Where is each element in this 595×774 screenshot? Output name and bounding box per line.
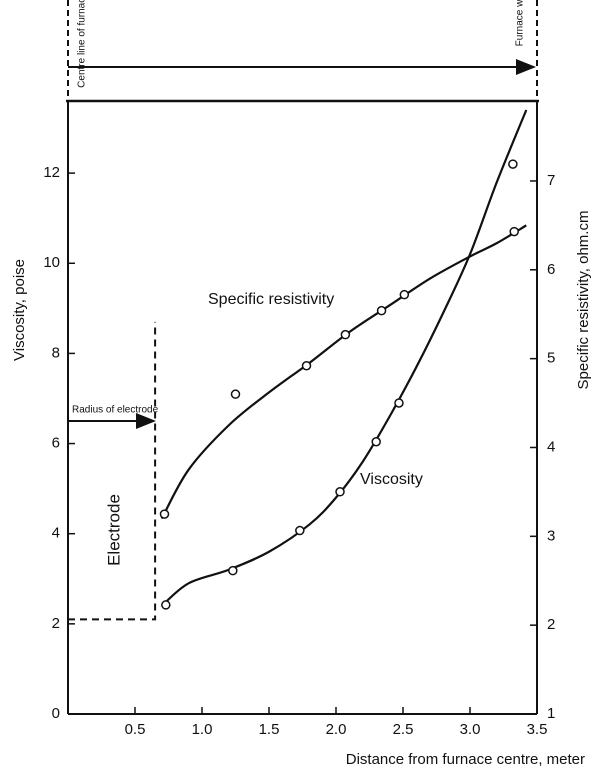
data-point xyxy=(228,565,238,576)
y2-tick-label: 3 xyxy=(547,527,555,544)
radius-label: Radius of electrode xyxy=(72,405,159,416)
y2-axis-label: Specific resistivity, ohm.cm xyxy=(575,211,592,390)
data-point xyxy=(335,487,345,497)
data-point xyxy=(394,398,404,408)
y2-tick-label: 2 xyxy=(547,616,555,633)
top-frame xyxy=(66,0,539,103)
electrode-label: Electrode xyxy=(104,494,123,566)
x-tick-label: 2.0 xyxy=(326,721,347,738)
electrode-boundary xyxy=(68,321,157,621)
y-tick-label: 2 xyxy=(52,615,60,632)
data-point xyxy=(508,159,518,169)
data-point xyxy=(376,305,387,316)
curve xyxy=(160,224,527,520)
x-tick-label: 2.5 xyxy=(393,721,414,738)
data-point xyxy=(159,509,170,519)
x-tick-label: 1.5 xyxy=(259,721,280,738)
y2-tick-label: 5 xyxy=(547,350,555,367)
y2-tick-label: 4 xyxy=(547,438,555,455)
data-point xyxy=(371,437,381,447)
x-tick-label: 3.0 xyxy=(460,721,481,738)
data-point xyxy=(399,289,410,300)
centre-line-label: Centre line of furnace xyxy=(77,0,88,88)
x-tick-label: 0.5 xyxy=(125,721,146,738)
data-point xyxy=(301,360,312,371)
y-tick-label: 0 xyxy=(52,705,60,722)
y2-tick-label: 6 xyxy=(547,261,555,278)
furnace-wall-label: Furnace wall xyxy=(515,0,526,46)
y-tick-label: 12 xyxy=(43,164,60,181)
y2-tick-label: 1 xyxy=(547,705,555,722)
data-point xyxy=(340,329,351,340)
data-point xyxy=(509,226,519,237)
y-tick-label: 8 xyxy=(52,344,60,361)
y-axis-label: Viscosity, poise xyxy=(11,259,28,361)
x-tick-label: 1.0 xyxy=(192,721,213,738)
y2-tick-label: 7 xyxy=(547,172,555,189)
y-tick-label: 4 xyxy=(52,525,60,542)
curve xyxy=(161,109,528,607)
data-point xyxy=(230,389,241,399)
x-tick-label: 3.5 xyxy=(527,721,548,738)
y-tick-label: 6 xyxy=(52,435,60,452)
data-point xyxy=(295,525,305,536)
viscosity-label: Viscosity xyxy=(360,471,423,488)
resistivity-label: Specific resistivity xyxy=(208,291,334,308)
data-point xyxy=(161,600,171,610)
x-axis-label: Distance from furnace centre, meter xyxy=(346,751,585,768)
y-tick-label: 10 xyxy=(43,254,60,271)
